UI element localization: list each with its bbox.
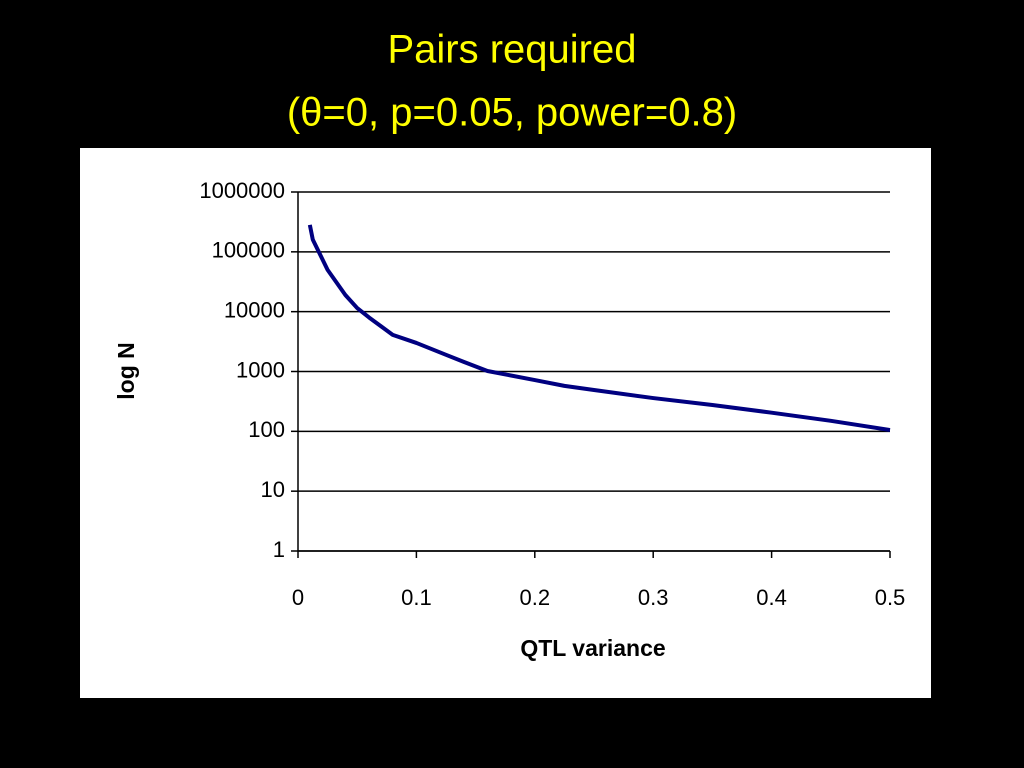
chart-panel xyxy=(80,148,931,698)
x-tick-label: 0 xyxy=(292,585,304,610)
x-tick-label: 0.5 xyxy=(875,585,906,610)
chart-subtitle: (θ=0, p=0.05, power=0.8) xyxy=(287,91,737,135)
x-tick-label: 0.2 xyxy=(520,585,551,610)
x-axis-label: QTL variance xyxy=(520,635,665,661)
data-line xyxy=(307,224,891,433)
x-tick-label: 0.4 xyxy=(756,585,787,610)
y-axis-label: log N xyxy=(113,342,139,400)
y-tick-label: 10 xyxy=(261,477,285,502)
y-tick-label: 10000 xyxy=(224,297,285,322)
y-tick-label: 100 xyxy=(248,417,285,442)
y-tick-label: 1000000 xyxy=(199,178,285,203)
y-tick-label: 1000 xyxy=(236,357,285,382)
y-tick-label: 1 xyxy=(273,537,285,562)
chart-title: Pairs required xyxy=(387,28,636,72)
x-tick-label: 0.1 xyxy=(401,585,432,610)
x-tick-label: 0.3 xyxy=(638,585,669,610)
y-tick-label: 100000 xyxy=(212,238,285,263)
